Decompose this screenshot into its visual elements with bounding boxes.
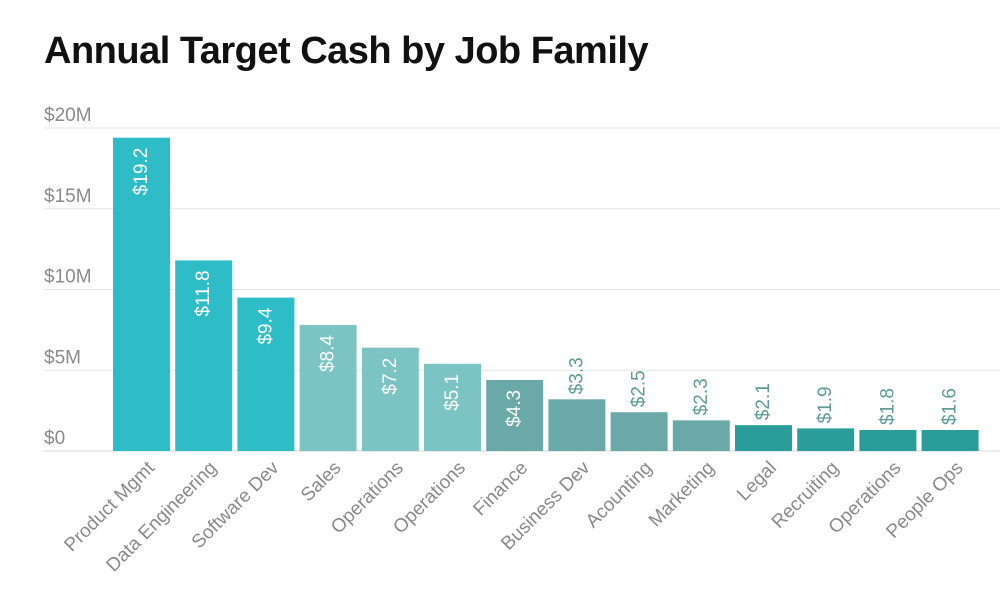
data-label: $3.3 [566,357,587,394]
bar [610,412,668,451]
data-label: $5.1 [442,374,463,411]
data-label: $8.4 [318,335,339,372]
x-tick-label: Sales [297,458,345,506]
data-label: $1.9 [815,386,836,423]
chart-title: Annual Target Cash by Job Family [44,30,649,72]
data-label: $2.1 [753,383,774,420]
data-label: $2.5 [629,370,650,407]
x-tick-label: Finance [469,458,532,521]
x-tick-label: Legal [733,458,781,506]
bar [237,297,295,451]
y-tick-label: $0 [44,428,65,449]
data-label: $2.3 [691,378,712,415]
data-label: $19.2 [131,148,152,196]
bar [299,325,357,451]
bar [361,347,419,451]
data-label: $4.3 [504,390,525,427]
bar [113,137,170,451]
data-label: $11.8 [193,270,214,316]
bar [735,425,792,451]
bar [424,363,481,451]
y-tick-label: $15M [44,186,92,207]
bar [486,379,544,451]
bar [797,428,855,451]
x-tick-label: Marketing [645,458,719,532]
data-label: $7.2 [380,358,401,395]
bar [548,399,606,451]
data-label: $9.4 [255,307,276,344]
x-tick-label: Data Engineering [102,458,221,577]
data-label: $1.6 [940,388,961,425]
data-label: $1.8 [877,388,898,425]
y-axis: $0 $5M $10M $15M $20M [44,105,92,449]
bar [921,430,979,451]
x-tick-label: Acounting [582,458,657,533]
bar [859,430,917,451]
y-tick-label: $10M [44,267,92,288]
bar [175,260,233,451]
bars: $19.2 $11.8 $9.4 $8.4 $7.2 $5.1 $4.3 $3.3 $2.5 $2… [113,137,979,451]
y-tick-label: $5M [44,347,81,368]
y-tick-label: $20M [44,105,92,126]
bar [672,420,730,451]
